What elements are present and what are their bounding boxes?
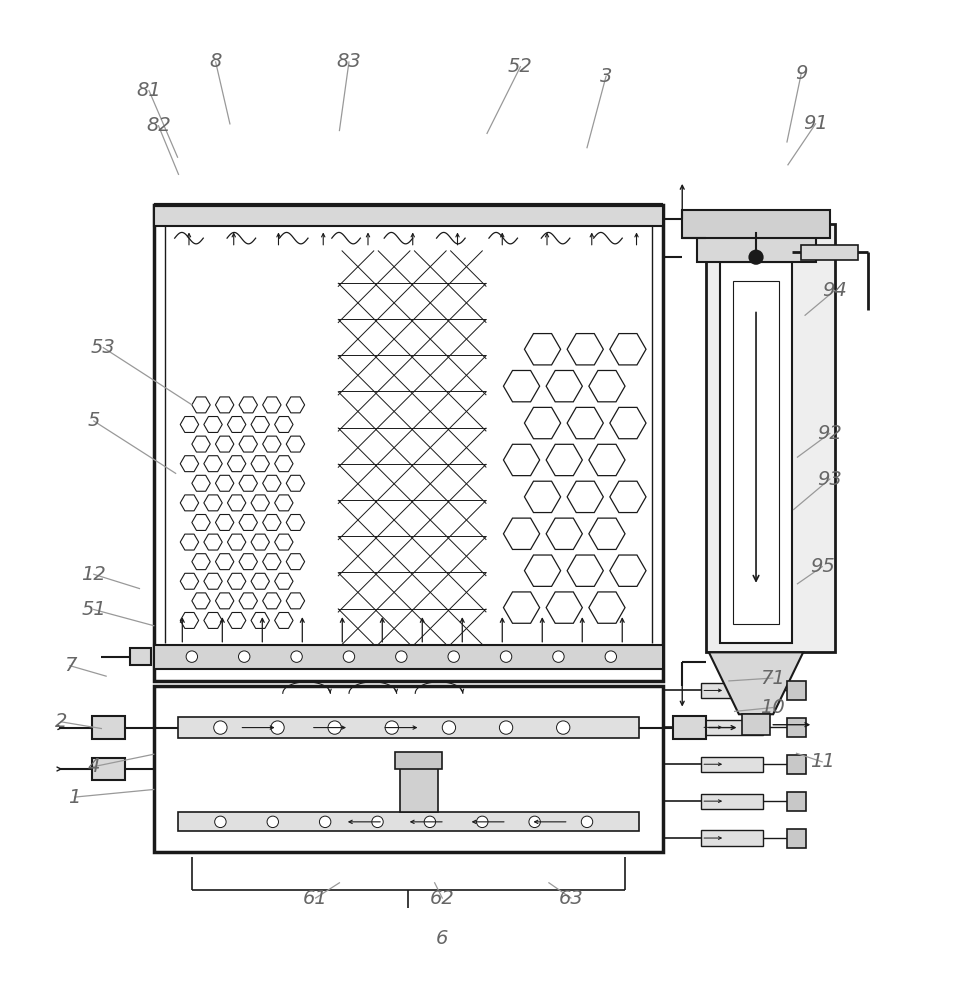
Bar <box>394 752 442 769</box>
Circle shape <box>499 721 513 734</box>
Text: 94: 94 <box>822 281 847 300</box>
Circle shape <box>186 651 198 662</box>
Text: 92: 92 <box>817 424 842 443</box>
Text: 4: 4 <box>88 757 100 776</box>
Circle shape <box>477 816 488 828</box>
Text: 6: 6 <box>436 929 449 948</box>
Text: 61: 61 <box>304 889 328 908</box>
Bar <box>701 830 763 846</box>
Bar <box>130 648 151 665</box>
Text: 52: 52 <box>508 57 533 76</box>
Bar <box>92 716 125 739</box>
Text: 91: 91 <box>803 114 828 133</box>
Circle shape <box>267 816 279 828</box>
Bar <box>154 645 663 669</box>
Circle shape <box>395 651 407 662</box>
Circle shape <box>605 651 617 662</box>
Bar <box>178 812 640 831</box>
Circle shape <box>319 816 330 828</box>
Text: 93: 93 <box>817 470 842 489</box>
Text: 83: 83 <box>336 52 361 71</box>
Text: 5: 5 <box>88 411 100 430</box>
Circle shape <box>500 651 512 662</box>
Bar <box>787 718 806 737</box>
Bar <box>154 205 663 681</box>
Bar <box>742 714 771 735</box>
Circle shape <box>553 651 564 662</box>
Bar <box>92 758 125 780</box>
Text: 8: 8 <box>209 52 222 71</box>
Bar <box>787 829 806 848</box>
Text: 95: 95 <box>810 557 835 576</box>
Bar <box>696 229 816 262</box>
Text: 53: 53 <box>91 338 116 357</box>
Text: 11: 11 <box>810 752 835 771</box>
Circle shape <box>214 721 227 734</box>
Text: 9: 9 <box>796 64 807 83</box>
Text: 10: 10 <box>760 698 785 717</box>
Text: 62: 62 <box>430 889 455 908</box>
Bar <box>720 262 792 643</box>
Circle shape <box>424 816 435 828</box>
Bar <box>672 716 706 739</box>
Bar <box>154 205 663 226</box>
Bar <box>801 245 859 260</box>
Text: 51: 51 <box>81 600 106 619</box>
Text: 2: 2 <box>55 712 68 731</box>
Circle shape <box>749 250 764 265</box>
Circle shape <box>582 816 593 828</box>
Bar <box>486 251 651 645</box>
Bar <box>787 681 806 700</box>
Bar <box>178 717 640 738</box>
Bar <box>706 224 835 652</box>
Bar <box>338 251 486 645</box>
Circle shape <box>271 721 285 734</box>
Text: 82: 82 <box>146 116 171 135</box>
Circle shape <box>371 816 383 828</box>
Bar <box>701 757 763 772</box>
Circle shape <box>557 721 570 734</box>
Bar <box>732 281 779 624</box>
Text: 71: 71 <box>760 669 785 688</box>
Bar <box>165 226 651 251</box>
Bar <box>787 755 806 774</box>
Text: 7: 7 <box>64 656 76 675</box>
Circle shape <box>343 651 354 662</box>
Bar <box>787 792 806 811</box>
Circle shape <box>291 651 303 662</box>
Polygon shape <box>709 652 803 714</box>
Bar <box>701 720 763 735</box>
Bar <box>399 760 437 812</box>
Circle shape <box>442 721 456 734</box>
Circle shape <box>448 651 459 662</box>
Text: 63: 63 <box>559 889 584 908</box>
Text: 81: 81 <box>137 81 161 100</box>
Circle shape <box>328 721 341 734</box>
Circle shape <box>239 651 250 662</box>
Bar <box>154 686 663 852</box>
Bar <box>682 210 830 238</box>
Bar <box>701 794 763 809</box>
Text: 12: 12 <box>81 565 106 584</box>
Bar <box>701 683 763 698</box>
Circle shape <box>529 816 541 828</box>
Bar <box>165 251 338 645</box>
Circle shape <box>385 721 398 734</box>
Circle shape <box>215 816 226 828</box>
Text: 3: 3 <box>600 67 612 86</box>
Text: 1: 1 <box>69 788 81 807</box>
